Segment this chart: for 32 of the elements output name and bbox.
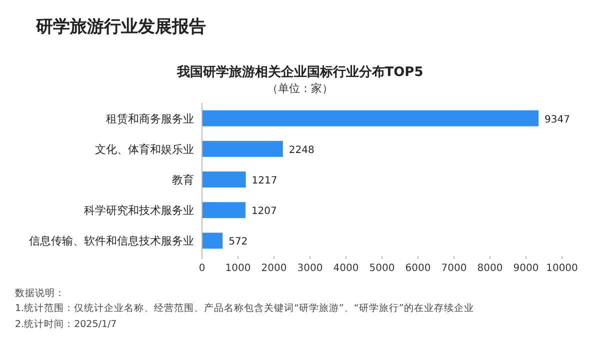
data-label: 572	[228, 236, 248, 248]
x-tick-label: 10000	[546, 263, 578, 274]
bar	[202, 140, 283, 157]
x-tick-label: 4000	[333, 263, 359, 274]
bar	[202, 110, 538, 126]
text: 2.统计时间：2025/1/7	[15, 318, 117, 330]
y-tick-label: 教育	[172, 174, 194, 186]
data-label: 9347	[544, 114, 570, 126]
x-tick-label: 6000	[405, 263, 431, 274]
y-tick-label: 租赁和商务服务业	[106, 112, 194, 126]
y-tick-label: 信息传输、软件和信息技术服务业	[29, 234, 194, 248]
bar	[202, 232, 223, 249]
x-tick-label: 8000	[477, 263, 503, 274]
chart-title: 我国研学旅游相关企业国标行业分布TOP5	[176, 64, 424, 80]
text: 1.统计范围：仅统计企业名称、经营范围、产品名称包含关键词“研学旅游”、“研学旅行”的在业存续企业	[15, 302, 474, 314]
data-label: 1217	[252, 176, 278, 186]
x-tick-label: 3000	[297, 263, 323, 274]
data-label: 1207	[251, 206, 277, 218]
x-tick-label: 1000	[225, 263, 251, 274]
chart-subtitle: （单位：家）	[267, 82, 333, 95]
data-label: 2248	[288, 144, 314, 156]
x-tick-label: 5000	[369, 263, 395, 274]
y-tick-label: 文化、体育和娱乐业	[95, 142, 194, 156]
bar	[202, 172, 246, 188]
x-tick-label: 9000	[513, 263, 539, 274]
x-tick-label: 2000	[261, 263, 287, 274]
x-tick-label: 7000	[441, 263, 467, 274]
text: 数据说明：	[15, 287, 65, 299]
y-tick-label: 科学研究和技术服务业	[84, 204, 194, 218]
bar	[202, 202, 246, 218]
x-tick-label: 0	[198, 263, 206, 274]
text: 研学旅游行业发展报告	[35, 17, 206, 37]
